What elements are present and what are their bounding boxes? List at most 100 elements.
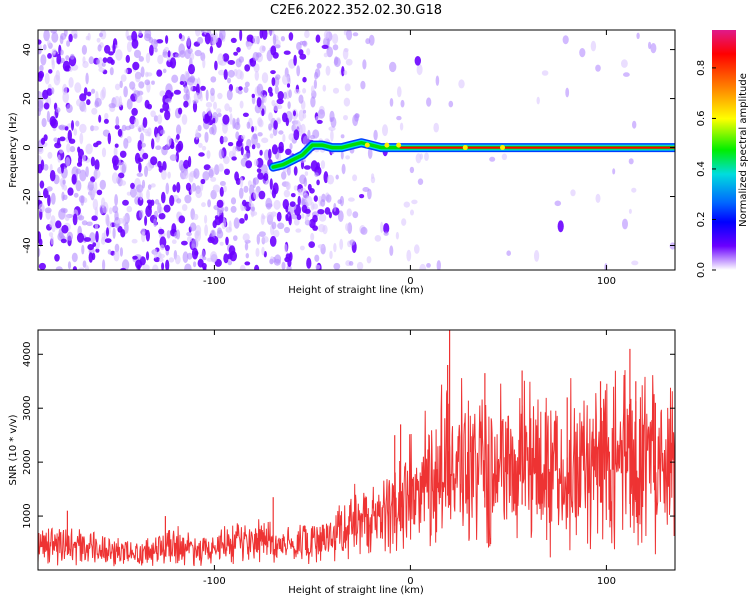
noise-speckle bbox=[210, 251, 218, 263]
noise-speckle bbox=[397, 86, 402, 98]
noise-speckle bbox=[244, 152, 251, 159]
noise-speckle bbox=[165, 182, 170, 195]
noise-speckle bbox=[366, 256, 372, 264]
noise-speckle bbox=[288, 215, 292, 226]
noise-speckle bbox=[126, 205, 133, 213]
noise-speckle bbox=[96, 189, 103, 196]
noise-speckle bbox=[59, 35, 64, 45]
noise-speckle bbox=[273, 258, 281, 266]
noise-speckle bbox=[316, 162, 320, 170]
noise-speckle bbox=[209, 45, 214, 54]
noise-speckle bbox=[96, 37, 101, 43]
noise-speckle bbox=[147, 127, 152, 137]
noise-speckle bbox=[133, 90, 141, 98]
noise-speckle bbox=[225, 226, 233, 233]
noise-speckle bbox=[288, 133, 295, 141]
snr-x-tick-label: -100 bbox=[203, 576, 226, 587]
noise-speckle bbox=[152, 264, 159, 270]
noise-speckle bbox=[234, 171, 240, 182]
noise-speckle bbox=[39, 64, 44, 72]
noise-speckle bbox=[65, 157, 71, 167]
noise-speckle bbox=[78, 267, 85, 270]
noise-speckle bbox=[57, 154, 61, 163]
noise-speckle bbox=[256, 97, 262, 108]
noise-speckle bbox=[239, 177, 244, 188]
noise-speckle bbox=[40, 137, 46, 145]
noise-speckle bbox=[636, 32, 640, 39]
noise-speckle bbox=[186, 231, 193, 237]
noise-speckle bbox=[256, 142, 261, 149]
noise-speckle bbox=[287, 101, 291, 109]
noise-speckle bbox=[424, 152, 429, 161]
noise-speckle bbox=[256, 157, 264, 168]
noise-speckle bbox=[124, 221, 129, 234]
noise-speckle bbox=[315, 264, 321, 270]
noise-speckle bbox=[295, 228, 302, 233]
noise-speckle bbox=[320, 160, 326, 169]
noise-speckle bbox=[233, 51, 239, 56]
noise-speckle bbox=[44, 207, 52, 214]
noise-speckle bbox=[252, 51, 259, 61]
noise-speckle bbox=[352, 174, 358, 182]
noise-speckle bbox=[245, 253, 249, 259]
noise-speckle bbox=[171, 223, 177, 235]
noise-speckle bbox=[223, 156, 230, 165]
noise-speckle bbox=[282, 112, 288, 123]
noise-speckle bbox=[163, 204, 171, 213]
noise-speckle bbox=[202, 266, 207, 270]
noise-speckle bbox=[216, 108, 222, 114]
noise-speckle bbox=[286, 166, 291, 176]
noise-speckle bbox=[117, 217, 124, 224]
noise-speckle bbox=[242, 112, 249, 118]
noise-speckle bbox=[169, 57, 177, 69]
noise-speckle bbox=[254, 264, 260, 270]
noise-speckle bbox=[293, 129, 300, 141]
noise-speckle bbox=[91, 88, 96, 94]
noise-speckle bbox=[333, 202, 337, 212]
noise-speckle bbox=[66, 40, 71, 47]
noise-speckle bbox=[343, 97, 351, 107]
noise-speckle bbox=[253, 177, 259, 185]
noise-speckle bbox=[250, 211, 258, 216]
noise-speckle bbox=[263, 173, 269, 181]
noise-speckle bbox=[193, 92, 201, 102]
noise-speckle bbox=[312, 203, 319, 210]
noise-speckle bbox=[170, 144, 175, 150]
noise-speckle bbox=[94, 223, 99, 230]
noise-speckle bbox=[273, 120, 278, 130]
noise-speckle bbox=[253, 189, 259, 200]
noise-speckle bbox=[218, 163, 224, 172]
noise-speckle bbox=[236, 47, 241, 53]
colorbar-tick-label: 0.0 bbox=[696, 262, 707, 278]
noise-speckle bbox=[217, 53, 224, 66]
noise-speckle bbox=[139, 209, 144, 219]
noise-speckle bbox=[271, 77, 276, 87]
noise-speckle bbox=[261, 108, 265, 117]
noise-speckle bbox=[283, 189, 291, 198]
noise-speckle bbox=[399, 122, 404, 131]
noise-speckle bbox=[46, 186, 53, 192]
noise-speckle bbox=[51, 87, 55, 95]
noise-speckle bbox=[403, 201, 410, 208]
noise-speckle bbox=[120, 180, 127, 186]
noise-speckle bbox=[217, 92, 223, 100]
noise-speckle bbox=[277, 104, 283, 110]
noise-speckle bbox=[244, 261, 251, 266]
noise-speckle bbox=[39, 180, 45, 189]
noise-speckle bbox=[344, 83, 351, 92]
noise-speckle bbox=[51, 224, 56, 233]
noise-speckle bbox=[304, 30, 310, 39]
noise-speckle bbox=[254, 159, 259, 167]
noise-speckle bbox=[76, 232, 85, 243]
noise-speckle bbox=[337, 210, 344, 222]
noise-speckle bbox=[50, 215, 56, 226]
noise-speckle bbox=[302, 113, 307, 119]
noise-speckle bbox=[81, 44, 87, 55]
noise-speckle bbox=[96, 140, 102, 145]
noise-speckle bbox=[303, 165, 311, 170]
noise-speckle bbox=[419, 153, 423, 160]
noise-speckle bbox=[251, 206, 256, 212]
noise-speckle bbox=[204, 131, 209, 143]
noise-speckle bbox=[332, 33, 339, 45]
